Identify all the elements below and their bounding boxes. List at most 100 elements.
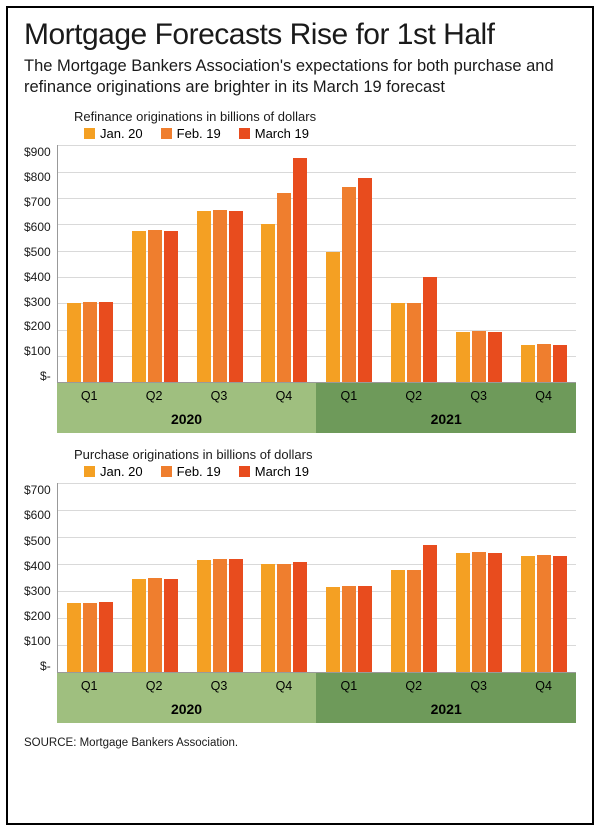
bar: [407, 570, 421, 673]
bar: [456, 553, 470, 672]
bar: [261, 564, 275, 672]
year-label: 2021: [316, 411, 576, 431]
bar: [553, 345, 567, 382]
quarter-group: [511, 145, 576, 382]
quarter-group: [122, 483, 187, 672]
bar: [197, 211, 211, 382]
bar: [277, 193, 291, 383]
bar: [99, 302, 113, 382]
y-tick-label: $400: [24, 270, 51, 284]
year-label: 2020: [57, 411, 317, 431]
x-tick-label: Q3: [446, 383, 511, 411]
year-band: Q1Q2Q3Q42021: [316, 673, 576, 723]
bar: [229, 211, 243, 382]
legend-swatch: [84, 128, 95, 139]
legend-item: Jan. 20: [84, 464, 143, 479]
bar: [293, 158, 307, 382]
legend-swatch: [239, 466, 250, 477]
bar: [164, 231, 178, 382]
bar: [99, 602, 113, 672]
refinance-chart: Refinance originations in billions of do…: [24, 109, 576, 433]
y-tick-label: $-: [40, 369, 51, 383]
x-tick-label: Q4: [511, 673, 576, 701]
bar: [83, 302, 97, 382]
bar: [407, 303, 421, 382]
purchase-chart-title: Purchase originations in billions of dol…: [74, 447, 576, 462]
x-tick-label: Q3: [187, 673, 252, 701]
legend-item: Feb. 19: [161, 126, 221, 141]
x-tick-label: Q3: [446, 673, 511, 701]
bar: [132, 231, 146, 382]
y-tick-label: $700: [24, 195, 51, 209]
quarter-group: [317, 145, 382, 382]
bar: [472, 552, 486, 672]
x-tick-label: Q1: [57, 383, 122, 411]
x-tick-label: Q2: [122, 673, 187, 701]
bar: [553, 556, 567, 673]
year-band: Q1Q2Q3Q42020: [57, 673, 317, 723]
chart-frame: Mortgage Forecasts Rise for 1st Half The…: [6, 6, 594, 825]
purchase-plot-area: [57, 483, 576, 673]
quarter-group: [511, 483, 576, 672]
bar: [423, 545, 437, 672]
x-tick-label: Q3: [187, 383, 252, 411]
year-label: 2020: [57, 701, 317, 721]
bar: [326, 587, 340, 672]
quarter-group: [317, 483, 382, 672]
quarter-group: [187, 483, 252, 672]
bar: [261, 224, 275, 382]
quarter-group: [58, 483, 123, 672]
legend-label: Jan. 20: [100, 464, 143, 479]
quarter-group: [446, 483, 511, 672]
legend-item: March 19: [239, 126, 309, 141]
purchase-chart: Purchase originations in billions of dol…: [24, 447, 576, 723]
y-tick-label: $100: [24, 344, 51, 358]
y-tick-label: $200: [24, 609, 51, 623]
bar: [67, 303, 81, 382]
legend-label: Feb. 19: [177, 126, 221, 141]
refinance-x-axis: Q1Q2Q3Q42020Q1Q2Q3Q42021: [57, 383, 576, 433]
x-tick-label: Q2: [381, 673, 446, 701]
bar: [277, 564, 291, 672]
y-tick-label: $500: [24, 534, 51, 548]
bar: [521, 345, 535, 382]
quarter-group: [252, 483, 317, 672]
page-subtitle: The Mortgage Bankers Association's expec…: [24, 56, 576, 97]
bar: [358, 586, 372, 672]
bar: [164, 579, 178, 672]
legend-swatch: [161, 128, 172, 139]
y-tick-label: $700: [24, 483, 51, 497]
bar: [213, 559, 227, 672]
legend-swatch: [239, 128, 250, 139]
y-tick-label: $600: [24, 508, 51, 522]
y-tick-label: $300: [24, 584, 51, 598]
purchase-plot-wrap: $700$600$500$400$300$200$100$- Q1Q2Q3Q42…: [24, 483, 576, 723]
x-tick-label: Q1: [316, 673, 381, 701]
quarter-group: [187, 145, 252, 382]
purchase-x-axis: Q1Q2Q3Q42020Q1Q2Q3Q42021: [57, 673, 576, 723]
y-tick-label: $-: [40, 659, 51, 673]
x-tick-label: Q4: [511, 383, 576, 411]
quarter-group: [122, 145, 187, 382]
x-tick-label: Q4: [251, 383, 316, 411]
bar: [197, 560, 211, 672]
y-tick-label: $200: [24, 319, 51, 333]
y-tick-label: $900: [24, 145, 51, 159]
legend: Jan. 20Feb. 19March 19: [84, 464, 576, 479]
bar: [229, 559, 243, 672]
bar: [148, 230, 162, 383]
y-tick-label: $800: [24, 170, 51, 184]
x-tick-label: Q2: [122, 383, 187, 411]
bar: [67, 603, 81, 672]
year-band: Q1Q2Q3Q42020: [57, 383, 317, 433]
legend-swatch: [84, 466, 95, 477]
purchase-y-axis: $700 $600 $500 $400 $300 $200 $100 $-: [24, 483, 57, 673]
y-tick-label: $100: [24, 634, 51, 648]
legend-swatch: [161, 466, 172, 477]
x-tick-label: Q1: [316, 383, 381, 411]
y-tick-label: $400: [24, 559, 51, 573]
bar: [472, 331, 486, 382]
bar: [148, 578, 162, 672]
legend-label: March 19: [255, 126, 309, 141]
legend-label: Feb. 19: [177, 464, 221, 479]
